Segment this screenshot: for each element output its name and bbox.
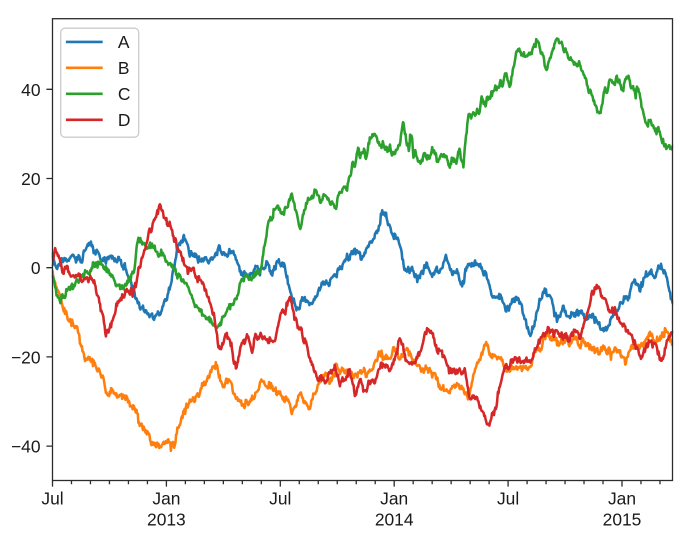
svg-text:Jan: Jan [608, 489, 636, 509]
svg-text:A: A [118, 32, 130, 52]
svg-text:D: D [118, 110, 131, 130]
svg-text:−40: −40 [11, 437, 41, 457]
svg-text:Jan: Jan [152, 489, 180, 509]
svg-text:C: C [118, 84, 131, 104]
svg-text:Jan: Jan [380, 489, 408, 509]
svg-text:B: B [118, 58, 130, 78]
svg-text:Jul: Jul [269, 489, 291, 509]
svg-text:Jul: Jul [497, 489, 519, 509]
svg-text:20: 20 [21, 169, 40, 189]
svg-text:2014: 2014 [375, 510, 414, 530]
svg-text:0: 0 [31, 258, 41, 278]
svg-text:2015: 2015 [603, 510, 642, 530]
svg-text:2013: 2013 [147, 510, 186, 530]
svg-text:40: 40 [21, 80, 40, 100]
svg-text:−20: −20 [11, 347, 41, 367]
svg-text:Jul: Jul [41, 489, 63, 509]
